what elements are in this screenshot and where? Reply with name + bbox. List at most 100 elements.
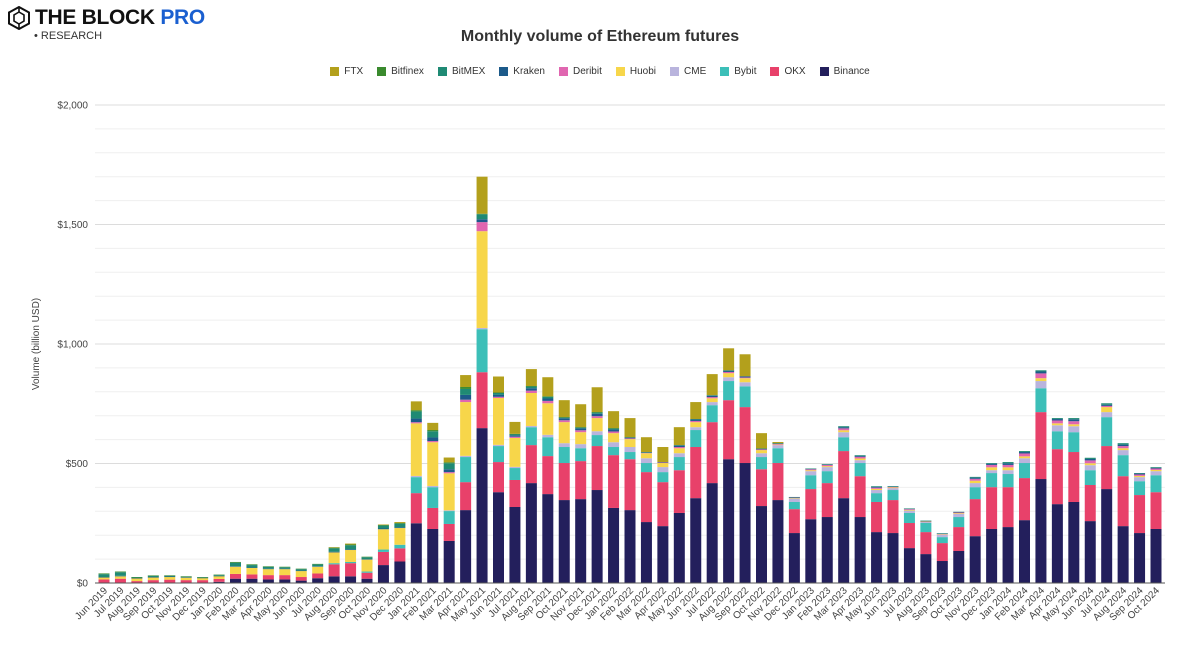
bar-segment-deribit: Deribit May 2024: 13 <box>1068 421 1080 425</box>
bar-segment-deribit: Deribit Oct 2024: 6 <box>1150 468 1162 470</box>
bar-segment-huobi: Huobi Mar 2024: 12 <box>1035 378 1047 382</box>
bar-segment-binance: Binance Dec 2022: 209 <box>788 533 800 583</box>
legend-item-deribit[interactable]: Deribit <box>558 66 602 77</box>
legend-item-bybit[interactable]: Bybit <box>720 66 756 77</box>
bar-segment-kraken: Kraken Sep 2022: 5 <box>739 376 751 378</box>
bar-segment-deribit: Deribit Sep 2022: 3 <box>739 377 751 379</box>
bar-segment-bybit: Bybit May 2024: 83 <box>1068 432 1080 453</box>
bar-segment-okx: OKX Sep 2022: 234 <box>739 407 751 464</box>
legend-item-bitfinex[interactable]: Bitfinex <box>377 66 424 77</box>
bar-segment-kraken: Kraken Mar 2024: 8 <box>1035 371 1047 374</box>
bar-segment-bitfinex: Bitfinex Oct 2019: 1 <box>164 575 176 576</box>
bar-segment-bybit: Bybit Jun 2023: 42 <box>887 490 899 501</box>
bar-segment-binance: Binance Jun 2024: 259 <box>1084 521 1096 583</box>
bar-segment-kraken: Kraken Aug 2019: 1 <box>131 577 143 579</box>
bar-segment-ftx: FTX Oct 2022: 64 <box>756 433 767 449</box>
bar-segment-bybit: Bybit Apr 2023: 55 <box>854 463 866 477</box>
bar-segment-deribit: Deribit Jan 2023: 4 <box>805 469 817 471</box>
bar-segment-bitfinex: Bitfinex Jan 2020: 1 <box>213 574 225 576</box>
bar-segment-huobi: Huobi Sep 2021: 132 <box>542 403 554 435</box>
y-tick-label: $0 <box>77 579 89 590</box>
bar-segment-okx: OKX Sep 2021: 159 <box>542 456 554 495</box>
bar-segment-cme: CME Feb 2021: 5 <box>427 485 439 488</box>
bar-segment-bybit: Bybit Jan 2023: 58 <box>805 475 817 490</box>
bar-segment-ftx: FTX Jun 2022: 71 <box>690 402 702 420</box>
bar-segment-bitmex: BitMEX Mar 2023: 4 <box>838 426 850 428</box>
bar-segment-bybit: Bybit May 2023: 37 <box>871 493 883 502</box>
bar-segment-cme: CME Aug 2023: 5 <box>920 521 932 524</box>
y-tick-label: $2,000 <box>57 101 88 112</box>
bar-segment-deribit: Deribit Dec 2021: 8 <box>591 416 603 419</box>
bar-segment-binance: Binance Sep 2024: 209 <box>1134 533 1146 583</box>
bar-segment-cme: CME Feb 2022: 21 <box>624 447 636 453</box>
bar-segment-deribit: Deribit Jul 2024: 5 <box>1101 405 1113 408</box>
bar-segment-binance: Binance Sep 2023: 92 <box>936 561 948 583</box>
bar-segment-okx: OKX May 2020: 18 <box>279 575 291 580</box>
bar-segment-ftx: FTX Oct 2021: 71 <box>558 400 570 418</box>
bar-segment-ftx: FTX Jan 2022: 71 <box>608 411 620 429</box>
bar-segment-huobi: Huobi May 2023: 5 <box>871 488 883 491</box>
bar-segment-binance: Binance May 2021: 648 <box>476 428 488 583</box>
bar-segment-huobi: Huobi Mar 2022: 21 <box>640 453 652 459</box>
bar-segment-huobi: Huobi Jul 2020: 28 <box>312 566 324 574</box>
bar-segment-okx: OKX Aug 2022: 247 <box>723 400 735 460</box>
bar-segment-bitmex: BitMEX Feb 2021: 26 <box>427 431 439 438</box>
bar-segment-okx: OKX Oct 2019: 12 <box>164 579 176 583</box>
legend-item-bitmex[interactable]: BitMEX <box>437 66 485 77</box>
bar-segment-cme: CME May 2024: 25 <box>1068 426 1080 433</box>
bar-segment-cme: CME May 2023: 13 <box>871 490 883 494</box>
bar-segment-bitfinex: Bitfinex Dec 2019: 1 <box>197 577 209 578</box>
bar-segment-huobi: Huobi Nov 2021: 50 <box>575 432 587 445</box>
bar-segment-bitfinex: Bitfinex Jun 2019: 3 <box>98 573 110 575</box>
bar-segment-binance: Binance Oct 2021: 347 <box>558 500 570 583</box>
bar-segment-kraken: Kraken Feb 2024: 6 <box>1019 452 1030 454</box>
legend-item-okx[interactable]: OKX <box>770 66 806 77</box>
bar-segment-binance: Binance Mar 2020: 18 <box>246 578 258 583</box>
bar-segment-bitfinex: Bitfinex Feb 2020: 3 <box>230 561 241 563</box>
legend-swatch <box>720 67 730 76</box>
legend-item-ftx[interactable]: FTX <box>330 66 363 77</box>
bar-segment-huobi: Huobi Feb 2022: 33 <box>624 439 636 448</box>
chart-title: Monthly volume of Ethereum futures <box>460 28 740 45</box>
bar-segment-cme: CME Nov 2023: 17 <box>969 483 981 488</box>
bar-segment-deribit: Deribit Feb 2021: 5 <box>427 441 439 443</box>
bar-segment-huobi: Huobi Apr 2024: 8 <box>1051 423 1063 426</box>
bar-segment-cme: CME May 2022: 16 <box>673 453 685 458</box>
bar-segment-binance: Binance Apr 2022: 238 <box>657 526 669 583</box>
bar-segment-huobi: Huobi Nov 2023: 10 <box>969 480 981 484</box>
bar-segment-kraken: Kraken Jul 2020: 2 <box>312 566 324 567</box>
legend-item-huobi[interactable]: Huobi <box>615 66 656 77</box>
bar-segment-okx: OKX Feb 2020: 20 <box>230 573 241 579</box>
bar-segment-kraken: Kraken Feb 2021: 15 <box>427 437 439 442</box>
bar-segment-okx: OKX Nov 2022: 155 <box>772 463 784 501</box>
bar-segment-bybit: Bybit Nov 2023: 50 <box>969 487 981 500</box>
bar-segment-deribit: Deribit May 2021: 38 <box>476 222 488 232</box>
bar-segment-deribit: Deribit Mar 2021: 5 <box>443 472 455 474</box>
bar-segment-bitmex: BitMEX Dec 2021: 6 <box>591 412 603 414</box>
legend-item-binance[interactable]: Binance <box>819 66 870 77</box>
bar-segment-okx: OKX Jun 2023: 138 <box>887 500 899 534</box>
bar-segment-okx: OKX Aug 2020: 50 <box>328 564 340 577</box>
bar-segment-bitfinex: Bitfinex Oct 2020: 2 <box>361 556 373 558</box>
bar-segment-binance: Binance Jun 2023: 209 <box>887 533 899 583</box>
bar-segment-bitmex: BitMEX Feb 2023: 1 <box>821 464 833 465</box>
bar-segment-huobi: Huobi Jan 2020: 12 <box>213 576 225 579</box>
bar-segment-bitmex: BitMEX Jul 2023: 1 <box>903 508 915 509</box>
bar-segment-bybit: Bybit Mar 2023: 58 <box>838 437 850 452</box>
bar-segment-cme: CME Jan 2024: 16 <box>1002 470 1014 475</box>
bar-segment-cme: CME Oct 2021: 16 <box>558 443 570 448</box>
bar-segment-bitmex: BitMEX Jun 2019: 12 <box>98 574 110 578</box>
bar-segment-binance: Binance Mar 2023: 355 <box>838 498 850 583</box>
bar-segment-huobi: Huobi Feb 2023: 4 <box>821 466 833 468</box>
legend-swatch <box>499 67 509 76</box>
bar-segment-ftx: FTX May 2021: 155 <box>476 176 488 214</box>
bar-segment-binance: Binance Dec 2021: 389 <box>591 490 603 583</box>
bar-segment-ftx: FTX Dec 2020: 4 <box>394 522 406 524</box>
legend-item-kraken[interactable]: Kraken <box>499 66 545 77</box>
bar-segment-bybit: Bybit Sep 2023: 25 <box>936 537 948 544</box>
bar-segment-kraken: Kraken Sep 2024: 4 <box>1134 473 1146 475</box>
legend-item-cme[interactable]: CME <box>670 66 706 77</box>
bar-segment-bitmex: BitMEX Feb 2024: 4 <box>1019 451 1030 453</box>
legend-swatch <box>558 67 568 76</box>
y-axis-label: Volume (billion USD) <box>31 298 42 390</box>
